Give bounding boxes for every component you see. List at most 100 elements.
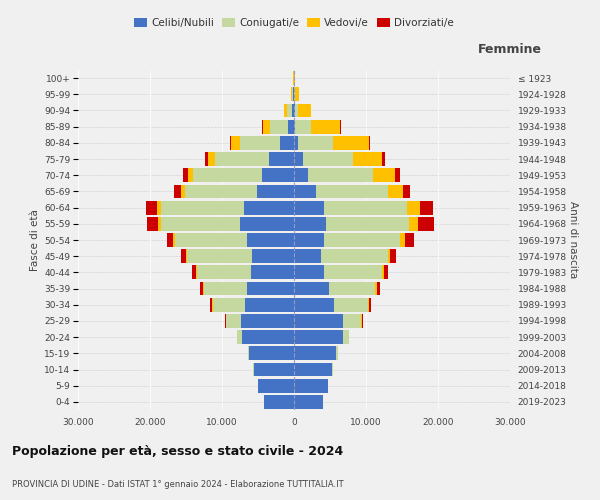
Bar (245, 298, 294, 312)
Bar (395, 168, 400, 182)
Bar (294, 330, 343, 344)
Bar (264, 395, 294, 409)
Bar (258, 379, 294, 392)
Bar (181, 184, 185, 198)
Bar (197, 266, 251, 280)
Bar (200, 282, 203, 296)
Bar (384, 266, 388, 280)
Bar (225, 314, 226, 328)
Bar (240, 136, 280, 149)
Bar (161, 200, 244, 214)
Bar (237, 330, 242, 344)
Bar (186, 250, 187, 263)
Bar (292, 104, 294, 118)
Bar (322, 250, 388, 263)
Bar (204, 282, 247, 296)
Bar (254, 362, 294, 376)
Bar (326, 217, 409, 230)
Bar (368, 298, 369, 312)
Bar (269, 120, 287, 134)
Bar (343, 330, 349, 344)
Bar (333, 136, 369, 149)
Bar (196, 266, 197, 280)
Bar (291, 88, 292, 101)
Bar (294, 282, 329, 296)
Bar (295, 120, 311, 134)
Bar (294, 314, 343, 328)
Bar (280, 136, 294, 149)
Bar (147, 217, 158, 230)
Bar (167, 233, 173, 247)
Bar (161, 217, 240, 230)
Bar (294, 346, 337, 360)
Bar (212, 298, 245, 312)
Bar (188, 168, 193, 182)
Bar (294, 298, 334, 312)
Bar (329, 282, 376, 296)
Bar (294, 136, 298, 149)
Bar (324, 266, 382, 280)
Bar (337, 346, 338, 360)
Bar (158, 217, 161, 230)
Bar (382, 266, 384, 280)
Bar (247, 233, 294, 247)
Bar (376, 282, 377, 296)
Bar (400, 233, 405, 247)
Bar (353, 152, 382, 166)
Bar (247, 282, 294, 296)
Bar (287, 120, 294, 134)
Bar (295, 88, 299, 101)
Bar (294, 71, 295, 85)
Bar (263, 120, 269, 134)
Bar (369, 298, 371, 312)
Bar (295, 104, 298, 118)
Bar (210, 298, 212, 312)
Bar (294, 217, 326, 230)
Bar (294, 88, 295, 101)
Bar (298, 136, 333, 149)
Bar (324, 233, 400, 247)
Bar (308, 168, 373, 182)
Bar (294, 184, 316, 198)
Bar (391, 250, 396, 263)
Bar (294, 250, 322, 263)
Bar (208, 152, 215, 166)
Bar (373, 168, 395, 182)
Bar (316, 184, 388, 198)
Bar (248, 346, 250, 360)
Bar (362, 314, 363, 328)
Bar (185, 184, 257, 198)
Bar (311, 120, 340, 134)
Bar (294, 168, 308, 182)
Bar (302, 152, 353, 166)
Bar (388, 184, 403, 198)
Bar (294, 379, 328, 392)
Bar (294, 152, 302, 166)
Bar (173, 233, 175, 247)
Bar (405, 233, 413, 247)
Bar (334, 298, 368, 312)
Bar (407, 200, 420, 214)
Bar (293, 88, 294, 101)
Bar (193, 168, 262, 182)
Bar (242, 330, 294, 344)
Bar (250, 346, 294, 360)
Bar (403, 184, 410, 198)
Bar (269, 152, 294, 166)
Bar (157, 200, 161, 214)
Bar (377, 282, 380, 296)
Bar (284, 104, 287, 118)
Y-axis label: Fasce di età: Fasce di età (30, 209, 40, 271)
Bar (294, 362, 332, 376)
Bar (230, 136, 232, 149)
Bar (294, 200, 324, 214)
Bar (244, 200, 294, 214)
Bar (294, 395, 323, 409)
Bar (232, 136, 240, 149)
Bar (324, 200, 407, 214)
Bar (241, 314, 294, 328)
Bar (226, 314, 241, 328)
Y-axis label: Anni di nascita: Anni di nascita (568, 202, 578, 278)
Bar (287, 104, 292, 118)
Bar (175, 184, 181, 198)
